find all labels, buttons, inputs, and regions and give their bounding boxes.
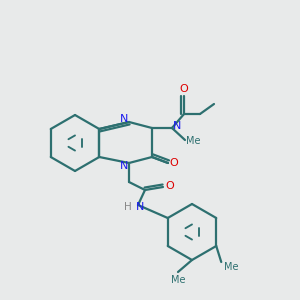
Text: O: O — [169, 158, 178, 168]
Text: N: N — [120, 114, 128, 124]
Text: N: N — [136, 202, 144, 212]
Text: Me: Me — [186, 136, 200, 146]
Text: Me: Me — [224, 262, 238, 272]
Text: N: N — [120, 161, 128, 171]
Text: N: N — [173, 121, 181, 131]
Text: O: O — [166, 181, 174, 191]
Text: H: H — [124, 202, 132, 212]
Text: Me: Me — [171, 275, 185, 285]
Text: O: O — [180, 84, 188, 94]
